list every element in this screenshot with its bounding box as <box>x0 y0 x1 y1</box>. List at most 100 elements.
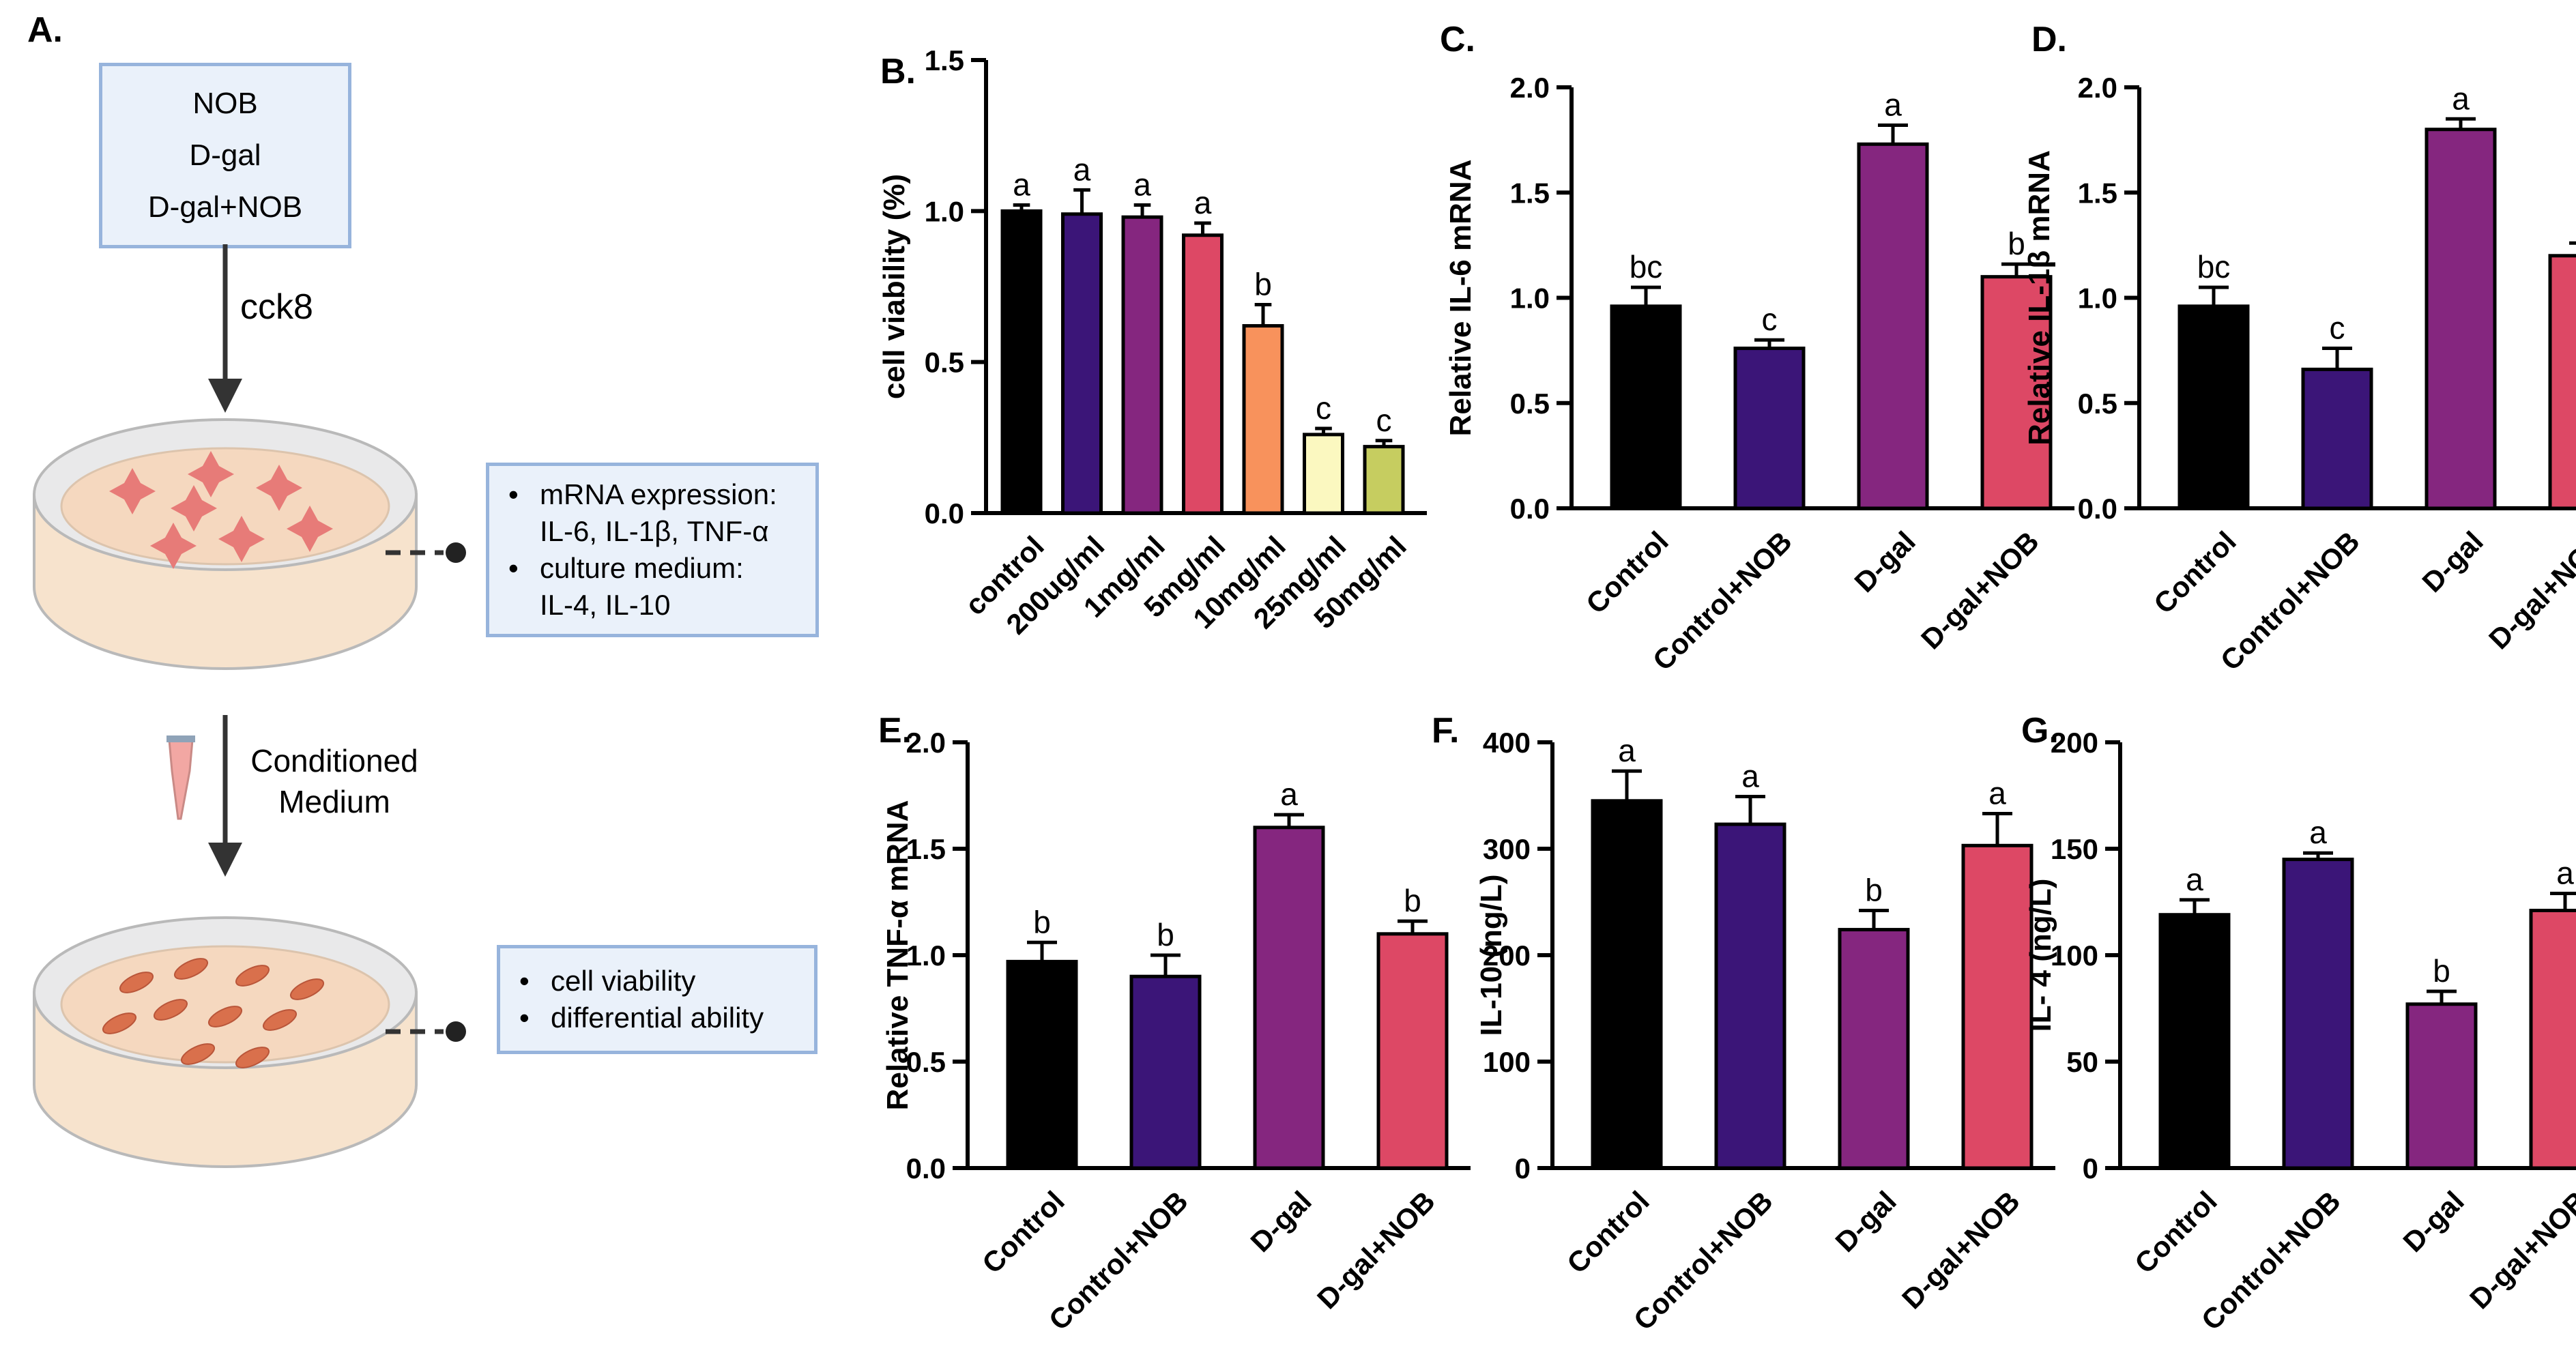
treatment-dgal-nob: D-gal+NOB <box>147 190 303 224</box>
bar <box>2301 367 2373 510</box>
significance-letter: b <box>2008 226 2025 261</box>
significance-letter: b <box>1254 267 1272 302</box>
readout-row: • cell viability <box>519 965 696 997</box>
x-tick-label: D-gal+NOB <box>1915 525 2045 656</box>
bar <box>1000 209 1043 515</box>
readout-row: • mRNA expression: <box>508 478 777 510</box>
bar <box>1253 826 1325 1170</box>
significance-letter: a <box>2452 81 2470 116</box>
significance-letter: c <box>1762 302 1778 337</box>
dashed-connector-icon <box>386 1021 466 1042</box>
y-tick-label: 50 <box>2066 1046 2098 1078</box>
bar <box>1303 433 1344 515</box>
significance-letter: a <box>1280 776 1298 812</box>
y-axis-label: Relative IL-1β mRNA <box>2023 150 2056 446</box>
x-tick-label: D-gal <box>2416 525 2489 598</box>
significance-letter: a <box>1741 759 1759 794</box>
conditioned-medium-label: Conditioned Medium <box>250 743 418 819</box>
y-tick-label: 300 <box>1483 833 1531 865</box>
significance-letter: a <box>1194 185 1212 220</box>
y-tick-label: 1.0 <box>906 939 946 972</box>
y-tick-label: 0 <box>2083 1152 2098 1184</box>
bar <box>1980 275 2053 510</box>
y-tick-label: 150 <box>2051 833 2098 865</box>
bar <box>1714 822 1786 1170</box>
panel-label-c: C. <box>1440 20 1475 59</box>
x-tick-label: D-gal+NOB <box>1896 1185 2026 1315</box>
y-tick-label: 0.0 <box>2078 493 2117 525</box>
significance-letter: a <box>2556 856 2574 891</box>
significance-letter: a <box>1884 87 1902 123</box>
bar <box>2158 913 2231 1170</box>
y-tick-label: 0.5 <box>925 347 964 379</box>
y-tick-label: 2.0 <box>1510 72 1550 104</box>
y-tick-label: 0.0 <box>925 497 964 529</box>
readout-box-1: • mRNA expression: IL-6, IL-1β, TNF-α • cu… <box>486 463 819 637</box>
chart-panel-e: E. 0.0 0.5 1.0 1.5 2.0 Relative TNF-α mRNA b Con… <box>878 711 1471 1337</box>
x-tick-label: Control <box>976 1185 1071 1280</box>
significance-letter: b <box>1865 872 1883 907</box>
treatment-box: NOB D-gal D-gal+NOB <box>99 63 351 248</box>
panel-label-a: A. <box>27 10 63 50</box>
bar <box>2425 128 2497 510</box>
significance-letter: c <box>1316 390 1331 426</box>
significance-letter: a <box>1988 776 2006 811</box>
y-tick-label: 1.5 <box>925 44 964 76</box>
bar <box>1591 799 1663 1170</box>
x-tick-label: D-gal <box>1848 525 1921 598</box>
y-tick-label: 100 <box>1483 1046 1531 1078</box>
significance-letter: a <box>1618 733 1636 768</box>
significance-letter: c <box>1376 403 1392 438</box>
y-tick-label: 1.0 <box>925 195 964 227</box>
panel-label-f: F. <box>1432 711 1459 750</box>
significance-letter: c <box>2330 310 2345 346</box>
assay-label: cck8 <box>240 287 313 327</box>
bar <box>1961 843 2034 1170</box>
arrow-down-icon <box>208 244 242 413</box>
y-tick-label: 1.5 <box>2078 177 2117 209</box>
arrow-down-icon <box>208 715 242 877</box>
y-axis-label: IL-10 (ng/L) <box>1475 874 1508 1036</box>
x-tick-label: Control <box>2147 525 2242 620</box>
significance-letter: b <box>1404 883 1421 918</box>
bar <box>1857 142 1929 510</box>
bar <box>1121 215 1163 515</box>
x-tick-label: Control <box>1580 525 1675 620</box>
panel-label-g: G. <box>2021 711 2059 750</box>
significance-letter: a <box>1073 151 1091 187</box>
bar <box>1006 959 1078 1170</box>
y-tick-label: 1.0 <box>2078 282 2117 315</box>
y-tick-label: 0.0 <box>906 1152 946 1184</box>
cell-icon <box>102 958 325 1068</box>
x-tick-label: D-gal+NOB <box>1311 1185 1441 1315</box>
bar <box>2282 858 2354 1170</box>
readout-box-2: • cell viability • differential ability <box>497 945 817 1054</box>
panel-label-d: D. <box>2031 20 2067 59</box>
treatment-nob: NOB <box>192 87 258 120</box>
schematic-graphics <box>33 244 466 1168</box>
y-tick-label: 0 <box>1515 1152 1531 1184</box>
significance-letter: a <box>2186 862 2203 897</box>
bar <box>1363 445 1405 515</box>
bar <box>1242 324 1284 515</box>
bar <box>2177 304 2250 510</box>
x-tick-label: D-gal+NOB <box>2463 1185 2576 1315</box>
y-tick-label: 400 <box>1483 727 1531 759</box>
y-axis-label: Relative IL-6 mRNA <box>1444 160 1477 437</box>
y-tick-label: 0.5 <box>2078 388 2117 420</box>
y-tick-label: 1.5 <box>1510 177 1550 209</box>
y-axis-label: Relative TNF-α mRNA <box>881 800 914 1111</box>
y-tick-label: 0.5 <box>906 1046 946 1078</box>
y-tick-label: 1.5 <box>906 833 946 865</box>
readout-row: IL-6, IL-1β, TNF-α <box>540 515 769 547</box>
y-tick-label: 1.0 <box>1510 282 1550 315</box>
readout-row: • differential ability <box>519 1002 764 1034</box>
dashed-connector-icon <box>386 542 466 563</box>
x-tick-label: Control <box>2128 1185 2223 1280</box>
x-tick-label: D-gal <box>1829 1185 1902 1258</box>
x-tick-label: D-gal+NOB <box>2483 525 2576 656</box>
